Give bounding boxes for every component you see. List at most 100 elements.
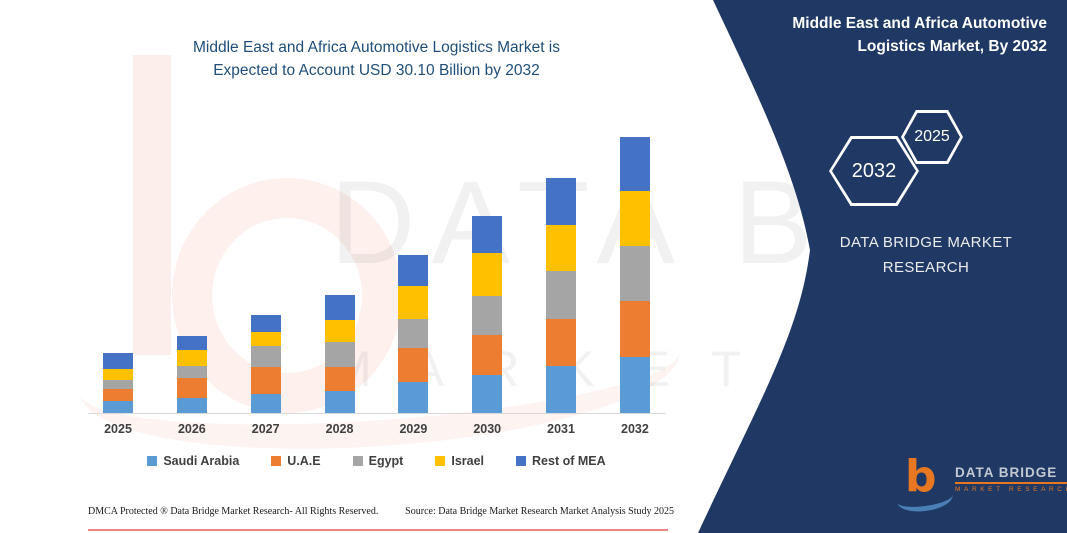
bar-segment-israel-2025: [103, 368, 133, 380]
bar-segment-israel-2027: [250, 332, 281, 347]
legend-swatch-u-a-e: [271, 456, 282, 466]
bar-segment-rest-of-mea-2032: [619, 137, 650, 192]
bar-2029: [398, 133, 429, 413]
x-axis-label-2026: 2026: [177, 422, 206, 436]
panel-title: Middle East and Africa Automotive Logist…: [737, 12, 1047, 58]
bar-segment-israel-2031: [546, 225, 577, 271]
panel-brand-line2: RESEARCH: [882, 259, 970, 276]
x-axis-labels: 2025 2026 2027 2028 2029 2030 2031 2032: [88, 422, 665, 436]
legend-item-saudi-arabia: Saudi Arabia: [147, 454, 239, 468]
bar-segment-israel-2029: [398, 286, 429, 319]
bar-2026: [176, 133, 207, 413]
bar-segment-u-a-e-2026: [176, 378, 207, 398]
bar-segment-israel-2026: [176, 350, 207, 367]
footer-source-text: Source: Data Bridge Market Research Mark…: [405, 506, 674, 517]
bar-segment-saudi-arabia-2025: [103, 401, 133, 413]
databridge-logo-icon: b: [895, 452, 955, 515]
chart-legend: Saudi Arabia U.A.E Egypt Israel Rest of MEA: [88, 454, 665, 468]
bar-segment-u-a-e-2029: [398, 348, 429, 383]
bar-2030: [472, 133, 503, 413]
chart-title: Middle East and Africa Automotive Logist…: [88, 36, 665, 82]
logo-text-block: DATA BRIDGE MARKET RESEARCH: [955, 461, 1067, 493]
x-axis-label-2029: 2029: [399, 422, 428, 436]
bar-segment-saudi-arabia-2029: [398, 382, 429, 413]
x-axis-label-2027: 2027: [251, 422, 280, 436]
bar-segment-saudi-arabia-2031: [546, 366, 577, 413]
bar-segment-egypt-2028: [324, 342, 355, 367]
legend-swatch-saudi-arabia: [147, 456, 158, 466]
x-axis-label-2031: 2031: [547, 422, 575, 436]
legend-label-israel: Israel: [451, 454, 485, 468]
bar-segment-egypt-2030: [472, 296, 503, 335]
legend-item-egypt: Egypt: [352, 454, 404, 468]
bar-segment-saudi-arabia-2030: [472, 374, 503, 413]
bar-segment-u-a-e-2028: [324, 367, 355, 391]
bar-segment-egypt-2031: [546, 270, 577, 319]
legend-label-rest-of-mea: Rest of MEA: [532, 454, 606, 468]
bar-segment-rest-of-mea-2026: [176, 336, 207, 351]
logo-title: DATA BRIDGE: [955, 465, 1067, 484]
bar-segment-rest-of-mea-2027: [250, 314, 281, 333]
bar-segment-saudi-arabia-2028: [324, 391, 355, 413]
bar-segment-egypt-2032: [619, 246, 650, 301]
legend-label-egypt: Egypt: [368, 454, 404, 468]
bar-segment-israel-2030: [472, 253, 503, 297]
x-axis-label-2032: 2032: [621, 422, 649, 436]
legend-swatch-israel: [435, 456, 446, 466]
bar-segment-rest-of-mea-2029: [398, 254, 429, 287]
bar-segment-rest-of-mea-2031: [546, 178, 577, 226]
bar-segment-israel-2028: [324, 320, 355, 342]
bar-segment-israel-2032: [619, 191, 650, 247]
bar-2032: [619, 133, 650, 413]
bar-segment-u-a-e-2025: [103, 388, 133, 401]
hexagon-2025-label: 2025: [904, 113, 960, 161]
footer-dmca-text: DMCA Protected ® Data Bridge Market Rese…: [88, 506, 379, 517]
bar-segment-egypt-2026: [176, 366, 207, 379]
panel-brand-text: DATA BRIDGE MARKET RESEARCH: [792, 230, 1060, 280]
x-axis-label-2025: 2025: [104, 422, 132, 436]
bar-2025: [103, 133, 133, 413]
x-axis-label-2028: 2028: [325, 422, 354, 436]
legend-swatch-egypt: [352, 456, 363, 466]
bar-segment-saudi-arabia-2032: [619, 357, 650, 413]
bar-2028: [324, 133, 355, 413]
legend-item-israel: Israel: [435, 454, 484, 468]
bar-segment-rest-of-mea-2025: [103, 353, 133, 369]
panel-title-line1: Middle East and Africa Automotive: [792, 15, 1047, 32]
bar-segment-egypt-2027: [250, 346, 281, 368]
databridge-logo: b DATA BRIDGE MARKET RESEARCH: [895, 452, 1067, 515]
legend-item-u-a-e: U.A.E: [271, 454, 321, 468]
legend-label-saudi-arabia: Saudi Arabia: [163, 454, 240, 468]
logo-b-glyph: b: [905, 451, 937, 502]
bar-segment-rest-of-mea-2028: [324, 295, 355, 321]
legend-item-rest-of-mea: Rest of MEA: [516, 454, 606, 468]
panel-title-line2: Logistics Market, By 2032: [857, 38, 1047, 55]
legend-label-u-a-e: U.A.E: [287, 454, 321, 468]
bar-segment-saudi-arabia-2026: [176, 397, 207, 413]
bar-segment-egypt-2029: [398, 318, 429, 349]
bar-segment-saudi-arabia-2027: [250, 393, 281, 413]
bar-segment-egypt-2025: [103, 379, 133, 389]
bar-2031: [546, 133, 577, 413]
bar-segment-rest-of-mea-2030: [472, 216, 503, 254]
bar-segment-u-a-e-2030: [472, 334, 503, 375]
hexagon-2032: 2032: [829, 136, 919, 206]
footer: DMCA Protected ® Data Bridge Market Rese…: [88, 506, 674, 517]
bar-segment-u-a-e-2027: [250, 367, 281, 394]
bar-segment-u-a-e-2032: [619, 301, 650, 357]
watermark-b-bar: [133, 55, 171, 355]
chart-bars: [88, 133, 665, 413]
footer-red-underline: [88, 529, 668, 531]
hexagon-2025: 2025: [901, 110, 963, 164]
panel-brand-line1: DATA BRIDGE MARKET: [839, 234, 1013, 251]
x-axis-label-2030: 2030: [473, 422, 502, 436]
x-axis-line: [88, 413, 666, 414]
bar-2027: [250, 133, 281, 413]
logo-subtitle: MARKET RESEARCH: [955, 486, 1067, 493]
bar-segment-u-a-e-2031: [546, 318, 577, 367]
hexagon-2032-label: 2032: [832, 139, 916, 203]
chart-title-line1: Middle East and Africa Automotive Logist…: [193, 39, 560, 56]
legend-swatch-rest-of-mea: [516, 456, 527, 466]
